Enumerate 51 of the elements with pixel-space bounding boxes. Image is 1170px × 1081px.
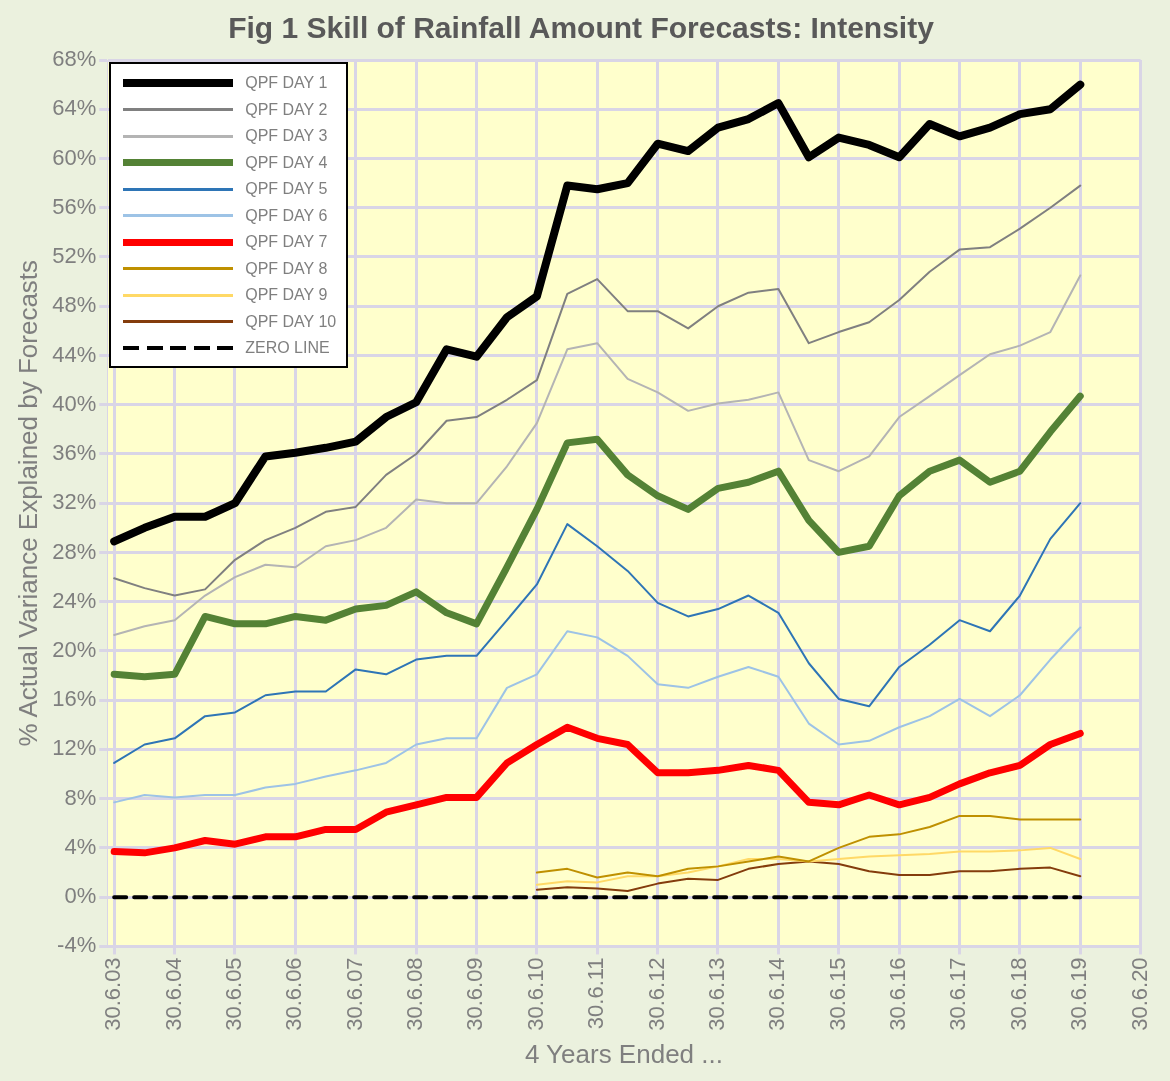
x-tick-label: 30.6.09 xyxy=(462,957,488,1031)
x-tick-label: 30.6.13 xyxy=(703,957,729,1031)
chart-title: Fig 1 Skill of Rainfall Amount Forecasts: Intensity xyxy=(228,11,935,45)
x-tick-label: 30.6.08 xyxy=(402,957,428,1031)
y-tick-label: 0% xyxy=(64,883,97,909)
x-tick-label: 30.6.06 xyxy=(281,957,307,1031)
legend-label: ZERO LINE xyxy=(245,339,330,358)
y-tick-label: -4% xyxy=(57,932,97,958)
y-tick-label: 36% xyxy=(52,440,97,466)
x-tick-label: 30.6.15 xyxy=(824,957,850,1031)
x-axis-title: 4 Years Ended ... xyxy=(524,1038,723,1069)
y-tick-label: 20% xyxy=(52,636,97,662)
y-tick-label: 4% xyxy=(64,833,97,859)
legend-label: QPF DAY 2 xyxy=(245,100,328,119)
x-tick-label: 30.6.07 xyxy=(341,957,367,1031)
y-tick-label: 68% xyxy=(52,46,97,72)
y-tick-label: 64% xyxy=(52,95,97,121)
x-tick-label: 30.6.03 xyxy=(100,957,126,1031)
x-tick-label: 30.6.05 xyxy=(220,957,246,1031)
y-tick-label: 48% xyxy=(52,292,97,318)
y-tick-label: 32% xyxy=(52,489,97,515)
y-tick-label: 40% xyxy=(52,390,97,416)
x-tick-label: 30.6.12 xyxy=(643,957,669,1031)
legend-label: QPF DAY 3 xyxy=(245,127,328,146)
y-tick-label: 28% xyxy=(52,538,97,564)
x-tick-label: 30.6.10 xyxy=(522,957,548,1031)
y-tick-label: 52% xyxy=(52,243,97,269)
legend-label: QPF DAY 4 xyxy=(245,153,328,172)
y-tick-label: 8% xyxy=(64,784,97,810)
x-tick-label: 30.6.17 xyxy=(945,957,971,1031)
y-tick-label: 60% xyxy=(52,144,97,170)
y-tick-label: 56% xyxy=(52,193,97,219)
x-tick-label: 30.6.16 xyxy=(885,957,911,1031)
legend-label: QPF DAY 5 xyxy=(245,180,328,199)
x-tick-label: 30.6.20 xyxy=(1126,957,1152,1031)
legend-label: QPF DAY 1 xyxy=(245,74,328,93)
y-tick-label: 12% xyxy=(52,735,97,761)
x-tick-label: 30.6.18 xyxy=(1005,957,1031,1031)
legend-label: QPF DAY 10 xyxy=(245,312,337,331)
y-tick-label: 44% xyxy=(52,341,97,367)
x-tick-label: 30.6.14 xyxy=(764,957,790,1031)
x-tick-label: 30.6.11 xyxy=(583,957,609,1030)
legend-label: QPF DAY 7 xyxy=(245,233,328,252)
legend-label: QPF DAY 9 xyxy=(245,286,328,305)
y-tick-label: 16% xyxy=(52,686,97,712)
x-tick-label: 30.6.19 xyxy=(1066,957,1092,1031)
y-tick-label: 24% xyxy=(52,587,97,613)
legend-label: QPF DAY 8 xyxy=(245,259,328,278)
legend-label: QPF DAY 6 xyxy=(245,206,328,225)
y-axis-title: % Actual Variance Explained by Forecasts xyxy=(12,259,43,747)
x-tick-label: 30.6.04 xyxy=(160,957,186,1031)
